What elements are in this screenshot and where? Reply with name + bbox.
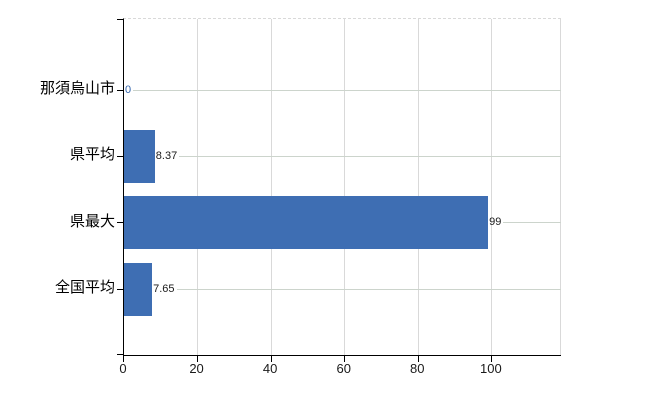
- gridline-vertical: [197, 19, 199, 355]
- gridline-vertical: [491, 19, 493, 355]
- x-axis-tick-label: 20: [189, 361, 204, 376]
- x-axis-tick-label: 40: [262, 361, 278, 376]
- bar-row: 8.37: [124, 129, 561, 183]
- value-label: 7.65: [153, 282, 175, 295]
- y-axis-top-cap: [117, 19, 124, 20]
- bar-row: 0: [124, 64, 561, 117]
- category-label: 県平均: [69, 146, 115, 163]
- category-label: 県最大: [69, 212, 115, 230]
- y-axis-tick: [117, 155, 124, 157]
- plot-area: 0 8.37 99 7.65: [117, 18, 561, 362]
- x-axis-tick: [491, 355, 493, 362]
- y-axis-bottom-cap: [117, 354, 124, 355]
- row-leader-line: [176, 288, 561, 290]
- gridline-vertical: [270, 19, 272, 355]
- gridline-vertical: [344, 19, 346, 355]
- x-axis-tick: [344, 355, 346, 362]
- bar: [124, 196, 489, 249]
- bar-row: 7.65: [124, 262, 561, 316]
- row-leader-line: [503, 222, 561, 223]
- row-leader-line: [133, 89, 561, 91]
- category-label: 全国平均: [54, 279, 115, 296]
- value-label: 8.37: [155, 149, 178, 162]
- bar: [124, 129, 155, 183]
- value-label: 99: [489, 216, 502, 228]
- x-axis-tick: [123, 355, 124, 362]
- gridline-plot-right-edge: [560, 19, 561, 355]
- y-axis-tick: [117, 288, 124, 290]
- x-axis-tick: [270, 355, 272, 362]
- bar-row: 99: [124, 196, 561, 249]
- x-axis-tick: [197, 355, 199, 362]
- y-axis-tick: [117, 222, 124, 223]
- category-label: 那須烏山市: [39, 80, 115, 97]
- x-axis-tick: [417, 355, 419, 362]
- gridline-vertical: [417, 19, 419, 355]
- x-axis-tick-label: 80: [410, 361, 425, 376]
- y-axis-tick: [117, 89, 124, 91]
- x-axis-tick-label: 100: [479, 361, 502, 376]
- bar: [124, 262, 153, 316]
- x-axis-tick-label: 60: [336, 361, 351, 376]
- x-axis-tick-label: 0: [119, 361, 127, 376]
- value-label: 0: [125, 83, 132, 96]
- row-leader-line: [179, 155, 561, 157]
